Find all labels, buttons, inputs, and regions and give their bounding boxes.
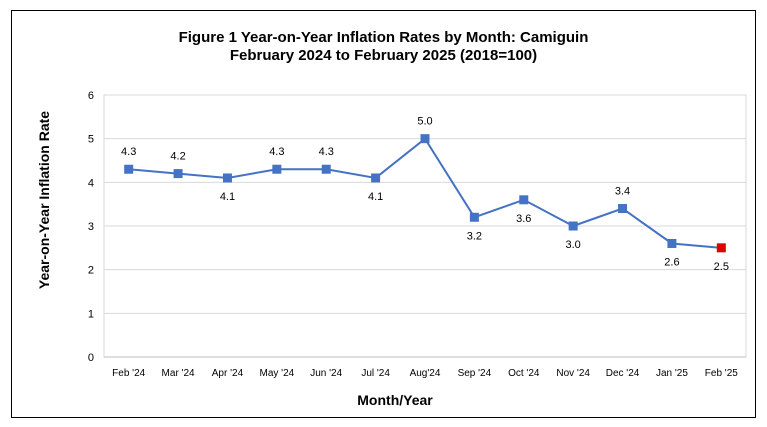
data-point <box>321 164 331 174</box>
data-label: 4.3 <box>121 146 136 158</box>
y-tick-label: 2 <box>88 265 94 277</box>
x-tick-label: Feb '25 <box>705 368 738 379</box>
x-tick-label: Jun '24 <box>310 368 342 379</box>
data-point <box>519 195 529 205</box>
y-tick-label: 1 <box>88 308 94 320</box>
highlight-point <box>716 243 726 253</box>
x-tick-label: Nov '24 <box>556 368 590 379</box>
data-label: 3.6 <box>516 213 531 225</box>
x-tick-label: Mar '24 <box>162 368 195 379</box>
data-label: 4.1 <box>368 191 383 203</box>
data-label: 4.2 <box>170 151 185 163</box>
data-point <box>420 134 430 144</box>
data-point <box>568 221 578 231</box>
data-point <box>618 204 628 214</box>
chart-title: Figure 1 Year-on-Year Inflation Rates by… <box>178 29 589 46</box>
data-point <box>371 173 381 183</box>
data-label: 4.3 <box>319 146 334 158</box>
x-axis-label: Month/Year <box>357 392 433 408</box>
y-tick-label: 0 <box>88 352 94 364</box>
data-label: 3.4 <box>615 186 630 198</box>
y-tick-label: 3 <box>88 221 94 233</box>
data-point <box>173 169 183 179</box>
x-tick-label: Jul '24 <box>361 368 390 379</box>
x-tick-label: Dec '24 <box>606 368 640 379</box>
data-label: 4.3 <box>269 146 284 158</box>
series-line <box>128 137 722 249</box>
data-label: 3.0 <box>566 239 581 251</box>
data-point <box>124 164 134 174</box>
x-tick-label: Feb '24 <box>112 368 145 379</box>
y-tick-label: 6 <box>88 90 94 102</box>
data-point <box>667 238 677 248</box>
data-point <box>272 164 282 174</box>
x-tick-label: Oct '24 <box>508 368 540 379</box>
data-point <box>222 173 232 183</box>
data-label: 5.0 <box>417 116 432 128</box>
x-tick-label: May '24 <box>259 368 294 379</box>
chart-subtitle: February 2024 to February 2025 (2018=100… <box>229 47 538 64</box>
y-tick-label: 5 <box>88 134 94 146</box>
data-label: 4.1 <box>220 191 235 203</box>
data-point <box>469 212 479 222</box>
y-tick-label: 4 <box>88 177 94 189</box>
x-tick-label: Sep '24 <box>458 368 492 379</box>
data-label: 3.2 <box>467 230 482 242</box>
x-tick-label: Aug'24 <box>410 368 441 379</box>
data-label: 2.6 <box>664 256 679 268</box>
data-label: 2.5 <box>714 261 729 273</box>
x-tick-label: Apr '24 <box>212 368 244 379</box>
x-tick-label: Jan '25 <box>656 368 688 379</box>
